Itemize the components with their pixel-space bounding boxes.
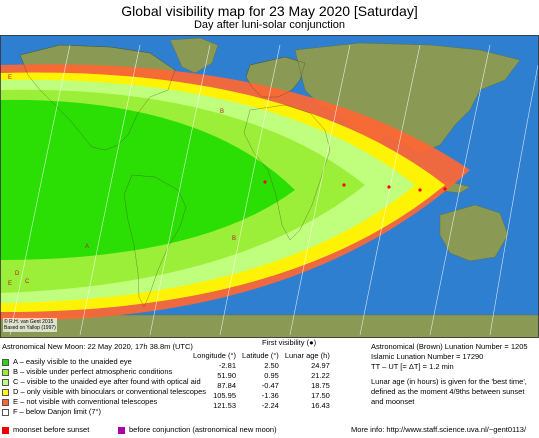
moonset-text: moonset before sunset [13, 425, 90, 434]
copyright-line-1: © R.H. van Gent 2015 [4, 319, 54, 325]
first-visibility-points [263, 180, 447, 192]
legend-text-e: E – not visible with conventional telesc… [13, 397, 158, 406]
table-row: -2.81 2.50 24.97 [190, 360, 333, 370]
zone-label-b-north: B [220, 109, 224, 115]
legend-swatch-f [2, 408, 9, 416]
zone-a-region [0, 99, 295, 260]
first-visibility-header: First visibility (●) [262, 338, 317, 347]
cell: 24.97 [311, 360, 330, 370]
col-latitude: Latitude (°) [242, 350, 279, 360]
first-visibility-point-d [418, 188, 422, 192]
zone-label-a-south: A [85, 244, 89, 250]
legend-swatch-b [2, 368, 9, 376]
first-visibility-point-c [387, 185, 391, 189]
table-row: 105.95 -1.36 17.50 [190, 390, 333, 400]
lunar-age-note-2: defined as the moment 4/9ths between sun… [371, 387, 525, 396]
cell: 18.75 [311, 380, 330, 390]
cell: -1.36 [261, 390, 279, 400]
cell: 17.50 [311, 390, 330, 400]
zone-label-d-south: D [15, 271, 20, 277]
cell: 2.50 [264, 360, 279, 370]
zone-label-e-south: E [8, 281, 12, 287]
legend-swatch-d [2, 388, 9, 396]
cell: -2.24 [261, 400, 279, 410]
cell: 121.53 [213, 400, 237, 410]
lunar-age-note-3: and moonset [371, 397, 415, 406]
first-visibility-table: Longitude (°) Latitude (°) Lunar age (h)… [190, 350, 333, 410]
first-visibility-point-e [443, 187, 447, 191]
copyright-line-2: Based on Yallop (1997) [4, 325, 56, 331]
lunar-age-note-1: Lunar age (in hours) is given for the 'b… [371, 377, 527, 386]
first-visibility-point-a [263, 180, 267, 184]
australia [439, 204, 509, 262]
delta-t: TT – UT [= ΔT] = 1.2 min [371, 362, 454, 371]
cell: 87.84 [217, 380, 237, 390]
cell: -2.81 [218, 360, 237, 370]
page-title: Global visibility map for 23 May 2020 [S… [121, 3, 418, 19]
continent-outlines [19, 44, 331, 308]
conjunction-swatch [118, 426, 125, 434]
legend-row-b: B – visible under perfect atmospheric co… [2, 367, 172, 377]
more-info-link[interactable]: More info: http://www.staff.science.uva.… [351, 425, 527, 434]
cell: -0.47 [261, 380, 279, 390]
legend-text-d: D – only visible with binoculars or conv… [13, 387, 207, 396]
cell: 21.22 [311, 370, 330, 380]
zone-label-c-south: C [25, 279, 30, 285]
table-row: 87.84 -0.47 18.75 [190, 380, 333, 390]
legend-row-a: A – easily visible to the unaided eye [2, 357, 132, 367]
table-header-row: Longitude (°) Latitude (°) Lunar age (h) [190, 350, 333, 360]
cell: 16.43 [311, 400, 330, 410]
zone-labels: E E D C A B B [8, 75, 236, 287]
moonset-swatch [2, 426, 9, 434]
page-subtitle: Day after luni-solar conjunction [193, 19, 346, 31]
legend-row-d: D – only visible with binoculars or conv… [2, 387, 206, 397]
copyright-notice: © R.H. van Gent 2015 Based on Yallop (19… [3, 318, 57, 332]
legend-swatch-c [2, 378, 9, 386]
table-row: 51.90 0.95 21.22 [190, 370, 333, 380]
brown-lunation: Astronomical (Brown) Lunation Number = 1… [371, 342, 528, 351]
table-row: 121.53 -2.24 16.43 [190, 400, 333, 410]
legend-row-e: E – not visible with conventional telesc… [2, 397, 157, 407]
cell: 0.95 [264, 370, 279, 380]
col-lunar-age: Lunar age (h) [284, 350, 330, 360]
cell: 105.95 [213, 390, 237, 400]
world-visibility-map: E E D C A B B [0, 35, 539, 338]
zone-label-e-north: E [8, 75, 12, 81]
col-longitude: Longitude (°) [193, 350, 237, 360]
legend-text-f: F – below Danjon limit (7°) [13, 407, 102, 416]
legend-swatch-a [2, 358, 9, 366]
legend-row-f: F – below Danjon limit (7°) [2, 407, 101, 417]
legend-text-c: C – visible to the unaided eye after fou… [13, 377, 201, 386]
new-moon-time: Astronomical New Moon: 22 May 2020, 17h … [2, 342, 193, 351]
legend-text-b: B – visible under perfect atmospheric co… [13, 367, 173, 376]
zone-label-b-south: B [232, 236, 236, 242]
antarctica [0, 314, 539, 338]
cell: 51.90 [217, 370, 237, 380]
legend-text-a: A – easily visible to the unaided eye [13, 357, 132, 366]
conjunction-legend: before conjunction (astronomical new moo… [118, 425, 277, 435]
first-visibility-point-b [342, 183, 346, 187]
legend-swatch-e [2, 398, 9, 406]
legend-row-c: C – visible to the unaided eye after fou… [2, 377, 201, 387]
conjunction-text: before conjunction (astronomical new moo… [129, 425, 277, 434]
islamic-lunation: Islamic Lunation Number = 17290 [371, 352, 484, 361]
moonset-legend: moonset before sunset [2, 425, 89, 435]
